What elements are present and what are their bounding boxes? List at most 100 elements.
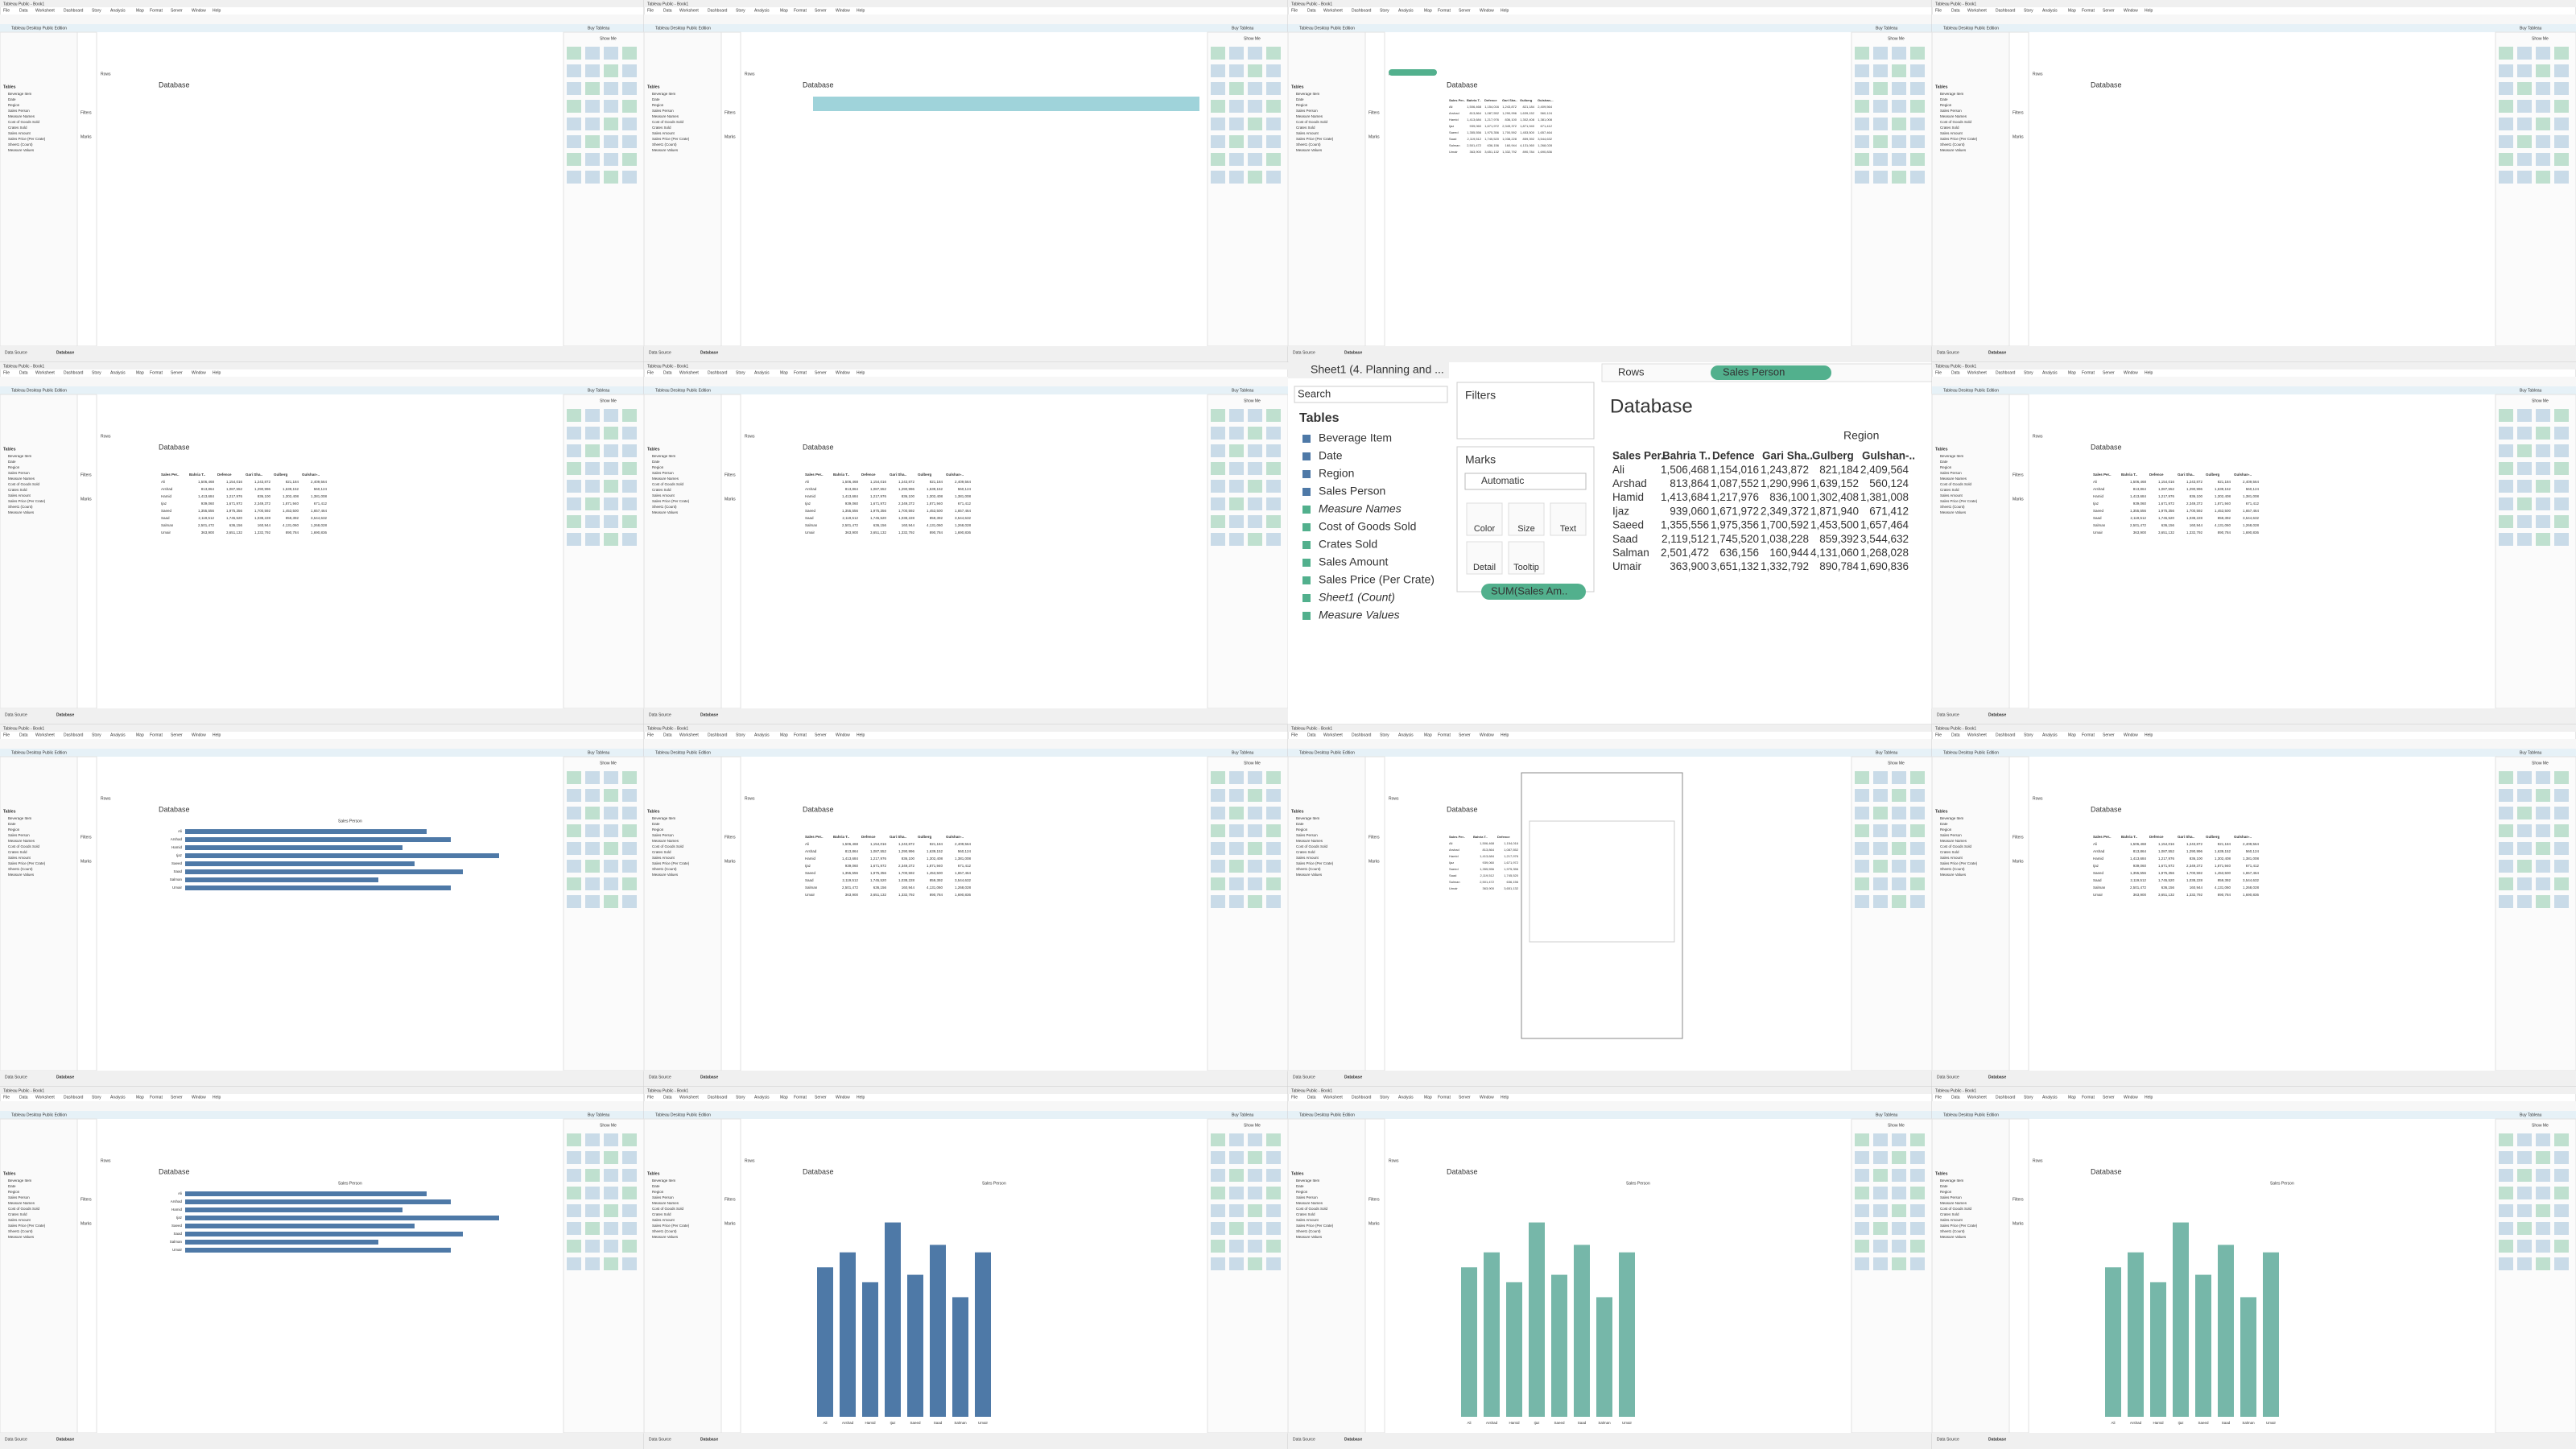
table-field: Region — [8, 828, 20, 832]
chart-thumbnail — [585, 807, 600, 819]
chart-thumbnail — [1910, 82, 1925, 95]
sheet-title: Database — [159, 443, 190, 451]
chart-thumbnail — [1855, 1240, 1869, 1253]
table-field: Measure Values — [1940, 1235, 1967, 1239]
toolbar — [1288, 1101, 1932, 1111]
menu-item: Window — [836, 8, 850, 13]
chart-thumbnail — [1211, 409, 1225, 422]
chart-thumbnail — [1873, 47, 1888, 60]
chart-thumbnail — [1892, 877, 1906, 890]
chart-thumbnail — [567, 877, 581, 890]
title-bar — [0, 724, 644, 732]
chart-thumbnail — [1248, 118, 1262, 130]
menu-item: Analysis — [110, 8, 126, 13]
table-cell: 1,975,356 — [2158, 871, 2175, 875]
shelves-pane — [1364, 756, 1385, 1071]
chart-thumbnail — [585, 444, 600, 457]
menu-item: Help — [1501, 733, 1509, 737]
chart-thumbnail — [604, 1204, 618, 1217]
sheet-tab: Database — [1988, 1437, 2006, 1442]
chart-thumbnail — [1211, 171, 1225, 184]
chart-thumbnail — [2517, 533, 2532, 546]
table-cell: 1,302,408 — [927, 857, 943, 861]
bar — [840, 1252, 856, 1417]
table-cell: 2,119,512 — [1480, 873, 1495, 877]
show-me: Show Me — [2532, 761, 2549, 766]
mark-button[interactable] — [1508, 541, 1545, 575]
column-header: Gulberg — [1812, 450, 1854, 462]
chart-thumbnail — [1892, 771, 1906, 784]
chart-thumbnail — [604, 533, 618, 546]
table-cell: 1,243,872 — [898, 480, 915, 484]
bar — [185, 1248, 451, 1253]
mark-button[interactable] — [1508, 502, 1545, 536]
chart-thumbnail — [1248, 1204, 1262, 1217]
sheet-title: Database — [803, 80, 834, 89]
table-cell: 363,900 — [845, 893, 859, 897]
mark-button[interactable] — [1466, 502, 1503, 536]
table-cell: 160,944 — [258, 523, 271, 527]
chart-thumbnail — [2554, 135, 2569, 148]
table-cell: 1,871,940 — [1520, 124, 1535, 128]
chart-thumbnail — [1211, 64, 1225, 77]
menu-item: Worksheet — [1323, 1095, 1343, 1100]
table-cell: 2,501,472 — [2130, 886, 2147, 890]
chart-thumbnail — [1248, 789, 1262, 802]
menu-item: Worksheet — [1967, 1095, 1987, 1100]
table-cell: 1,381,008 — [311, 494, 328, 498]
table-field: Crates Sold — [8, 1212, 27, 1216]
table-cell: 560,124 — [314, 487, 328, 491]
marks-label: Marks — [1368, 134, 1380, 139]
chart-thumbnail — [2536, 462, 2550, 475]
chart-thumbnail — [1229, 118, 1244, 130]
title-bar — [644, 1087, 1288, 1094]
table-cell: 1,700,592 — [2186, 509, 2203, 513]
chart-thumbnail — [567, 842, 581, 855]
chart-thumbnail — [2499, 64, 2513, 77]
table-field: Beverage Item — [652, 816, 676, 820]
chart-thumbnail — [2517, 895, 2532, 908]
toolbar — [644, 1101, 1288, 1111]
table-cell: 859,392 — [2218, 878, 2231, 882]
tables-title: Tables — [1935, 85, 1948, 89]
buy-button: Buy Tableau — [2520, 1113, 2542, 1117]
data-source-tab: Data Source — [649, 350, 671, 355]
menu-item: Help — [2145, 370, 2153, 375]
menu-item: Help — [857, 8, 865, 13]
toolbar — [1288, 739, 1932, 749]
table-cell: 1,355,556 — [1480, 867, 1495, 871]
table-field: Sheet1 (Count) — [1296, 142, 1321, 147]
chart-thumbnail — [2554, 64, 2569, 77]
table-cell: 890,784 — [930, 893, 943, 897]
mark-button[interactable] — [1550, 502, 1587, 536]
chart-thumbnail — [2517, 1187, 2532, 1199]
data-pane — [643, 756, 722, 1071]
table-field: Crates Sold — [8, 488, 27, 492]
shelves-pane — [1364, 31, 1385, 347]
sheet-title: Database — [2091, 443, 2122, 451]
x-tick-label: Ali — [2111, 1421, 2115, 1425]
table-cell: 636,156 — [873, 886, 887, 890]
buy-button: Buy Tableau — [588, 1113, 610, 1117]
show-me: Show Me — [1244, 398, 1261, 403]
data-source-tab: Data Source — [649, 1437, 671, 1442]
table-cell: 1,381,008 — [1538, 118, 1553, 122]
table-cell: 4,131,060 — [1810, 547, 1859, 559]
x-tick-label: Hamid — [865, 1421, 876, 1425]
chart-thumbnail — [585, 1151, 600, 1164]
table-field: Measure Names — [8, 477, 35, 481]
shelves-pane — [2008, 1118, 2029, 1434]
column-header: Defence — [861, 473, 876, 477]
mark-button[interactable] — [1466, 541, 1503, 575]
table-cell: 1,745,520 — [870, 878, 887, 882]
chart-thumbnail — [622, 533, 637, 546]
table-field: Region — [8, 1190, 20, 1194]
table-cell: 4,131,060 — [927, 523, 943, 527]
table-field: Region — [652, 103, 664, 107]
filters-label: Filters — [80, 1197, 92, 1202]
mark-type[interactable] — [1464, 473, 1587, 490]
tile-bg — [643, 0, 1289, 363]
show-me-pane — [2495, 756, 2576, 1071]
table-cell: Salman — [1449, 143, 1460, 147]
